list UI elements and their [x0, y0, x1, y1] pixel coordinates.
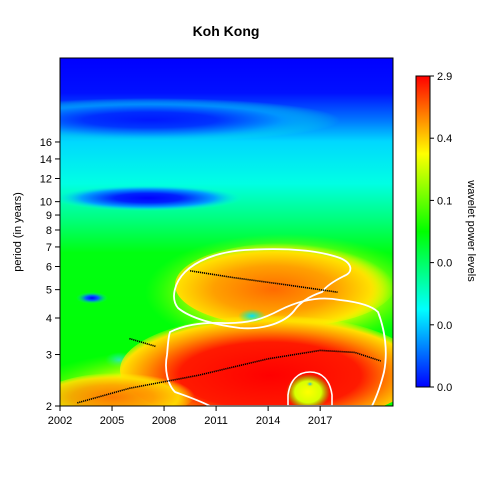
colorbar: 0.0 0.0 0.0 0.1 0.4 2.9 wavelet power levels	[415, 71, 477, 394]
y-tick-label: 7	[46, 242, 52, 254]
y-tick-label: 6	[46, 262, 52, 274]
y-axis-label: period (in years)	[12, 192, 24, 271]
colorbar-tick-label: 0.0	[437, 258, 452, 270]
colorbar-tick-label: 0.4	[437, 133, 452, 145]
y-tick-label: 10	[40, 197, 52, 209]
y-tick-label: 14	[40, 154, 52, 166]
significance-contour	[173, 248, 352, 330]
local-minimum	[306, 381, 314, 387]
x-axis: 2002 2005 2008 2011 2014 2017	[48, 406, 332, 427]
y-tick-label: 2	[46, 401, 52, 413]
colorbar-tick-label: 0.0	[437, 320, 452, 332]
heatmap-area	[60, 58, 393, 406]
low-power-region	[60, 185, 243, 211]
colorbar-label: wavelet power levels	[465, 179, 477, 282]
x-tick-label: 2017	[308, 415, 332, 427]
x-tick-label: 2005	[100, 415, 124, 427]
local-minimum	[286, 374, 330, 406]
significance-contour	[287, 371, 333, 406]
y-axis: 2 3 4 5 6 7 8 910 12 14 16	[40, 137, 60, 413]
y-tick-label: 3	[46, 350, 52, 362]
colorbar-scale	[415, 75, 431, 388]
x-tick-label: 2014	[256, 415, 280, 427]
top-blue-band	[60, 98, 340, 142]
chart-title: Koh Kong	[193, 23, 260, 39]
y-tick-label: 12	[40, 174, 52, 186]
colorbar-tick-label: 0.1	[437, 195, 452, 207]
ridge-line	[129, 337, 156, 348]
ridge-line	[77, 349, 382, 404]
y-tick-label: 4	[46, 313, 52, 325]
x-tick-label: 2011	[204, 415, 228, 427]
low-power-region	[76, 292, 108, 304]
y-tick-label: 8	[46, 225, 52, 237]
high-power-region	[60, 373, 195, 406]
ridge-line	[189, 270, 338, 293]
colorbar-ticks: 0.0 0.0 0.0 0.1 0.4 2.9	[430, 71, 452, 394]
y-tick-label: 16	[40, 137, 52, 149]
colorbar-tick-label: 2.9	[437, 71, 452, 83]
plot-frame	[59, 57, 394, 407]
colorbar-tick-label: 0.0	[437, 382, 452, 394]
x-tick-label: 2008	[152, 415, 176, 427]
x-tick-label: 2002	[48, 415, 72, 427]
significance-contour	[165, 297, 387, 406]
high-power-region	[175, 243, 393, 327]
ridge-lines	[77, 270, 382, 404]
y-tick-label: 9	[46, 210, 52, 222]
y-tick-label: 5	[46, 285, 52, 297]
high-power-region	[120, 315, 393, 406]
